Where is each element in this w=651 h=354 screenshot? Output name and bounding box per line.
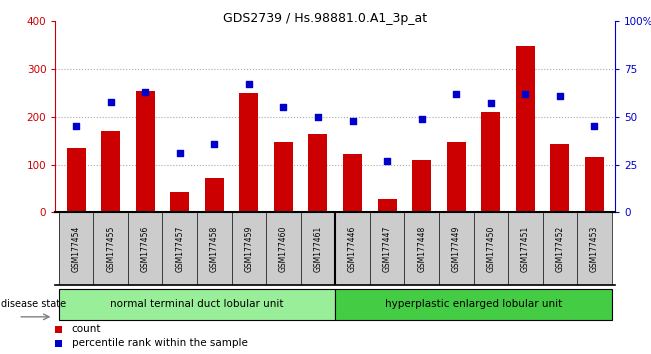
Text: GSM177447: GSM177447 — [383, 225, 392, 272]
Bar — [55, 326, 62, 333]
Text: GSM177451: GSM177451 — [521, 225, 530, 272]
Text: GSM177455: GSM177455 — [106, 225, 115, 272]
Bar — [412, 160, 431, 212]
Text: GSM177452: GSM177452 — [555, 225, 564, 272]
Text: GSM177446: GSM177446 — [348, 225, 357, 272]
Bar — [205, 178, 224, 212]
Text: GSM177460: GSM177460 — [279, 225, 288, 272]
Bar — [343, 154, 362, 212]
Bar — [481, 112, 500, 212]
Point — [451, 91, 462, 97]
Text: GSM177459: GSM177459 — [244, 225, 253, 272]
Bar — [550, 144, 570, 212]
Bar — [335, 212, 370, 285]
Text: GSM177453: GSM177453 — [590, 225, 599, 272]
Text: GSM177449: GSM177449 — [452, 225, 461, 272]
Bar — [577, 212, 612, 285]
Bar — [439, 212, 473, 285]
Point — [174, 150, 185, 156]
Bar — [128, 212, 163, 285]
Text: GSM177461: GSM177461 — [314, 225, 322, 272]
Point — [140, 89, 150, 95]
Text: disease state: disease state — [1, 299, 66, 309]
Point — [382, 158, 393, 164]
Text: count: count — [72, 324, 101, 334]
Bar — [370, 212, 404, 285]
Text: GSM177457: GSM177457 — [175, 225, 184, 272]
Bar — [274, 142, 293, 212]
Bar — [135, 91, 155, 212]
Text: hyperplastic enlarged lobular unit: hyperplastic enlarged lobular unit — [385, 299, 562, 309]
Bar — [266, 212, 301, 285]
Point — [486, 101, 496, 106]
Point — [105, 99, 116, 104]
Bar — [309, 133, 327, 212]
Bar — [163, 212, 197, 285]
Bar — [508, 212, 543, 285]
Point — [589, 124, 600, 129]
FancyBboxPatch shape — [335, 289, 612, 320]
Text: percentile rank within the sample: percentile rank within the sample — [72, 338, 247, 348]
Text: GSM177458: GSM177458 — [210, 225, 219, 272]
Point — [348, 118, 358, 124]
Bar — [301, 212, 335, 285]
Bar — [447, 142, 465, 212]
Bar — [240, 93, 258, 212]
Bar — [516, 46, 535, 212]
Point — [417, 116, 427, 121]
Bar — [59, 212, 93, 285]
Point — [209, 141, 219, 147]
Point — [71, 124, 81, 129]
Bar — [66, 148, 85, 212]
Bar — [171, 192, 189, 212]
Point — [555, 93, 565, 99]
Bar — [93, 212, 128, 285]
Text: GSM177456: GSM177456 — [141, 225, 150, 272]
Bar — [543, 212, 577, 285]
Text: GSM177454: GSM177454 — [72, 225, 81, 272]
Text: GSM177448: GSM177448 — [417, 225, 426, 272]
Bar — [232, 212, 266, 285]
Bar — [55, 340, 62, 347]
Text: GSM177450: GSM177450 — [486, 225, 495, 272]
Point — [520, 91, 531, 97]
Point — [278, 104, 288, 110]
Bar — [378, 200, 396, 212]
Text: GDS2739 / Hs.98881.0.A1_3p_at: GDS2739 / Hs.98881.0.A1_3p_at — [223, 12, 428, 25]
Bar — [473, 212, 508, 285]
Text: normal terminal duct lobular unit: normal terminal duct lobular unit — [110, 299, 284, 309]
Point — [243, 81, 254, 87]
Bar — [197, 212, 232, 285]
Bar — [585, 157, 604, 212]
Point — [312, 114, 323, 120]
Bar — [101, 131, 120, 212]
Bar — [404, 212, 439, 285]
FancyBboxPatch shape — [59, 289, 335, 320]
